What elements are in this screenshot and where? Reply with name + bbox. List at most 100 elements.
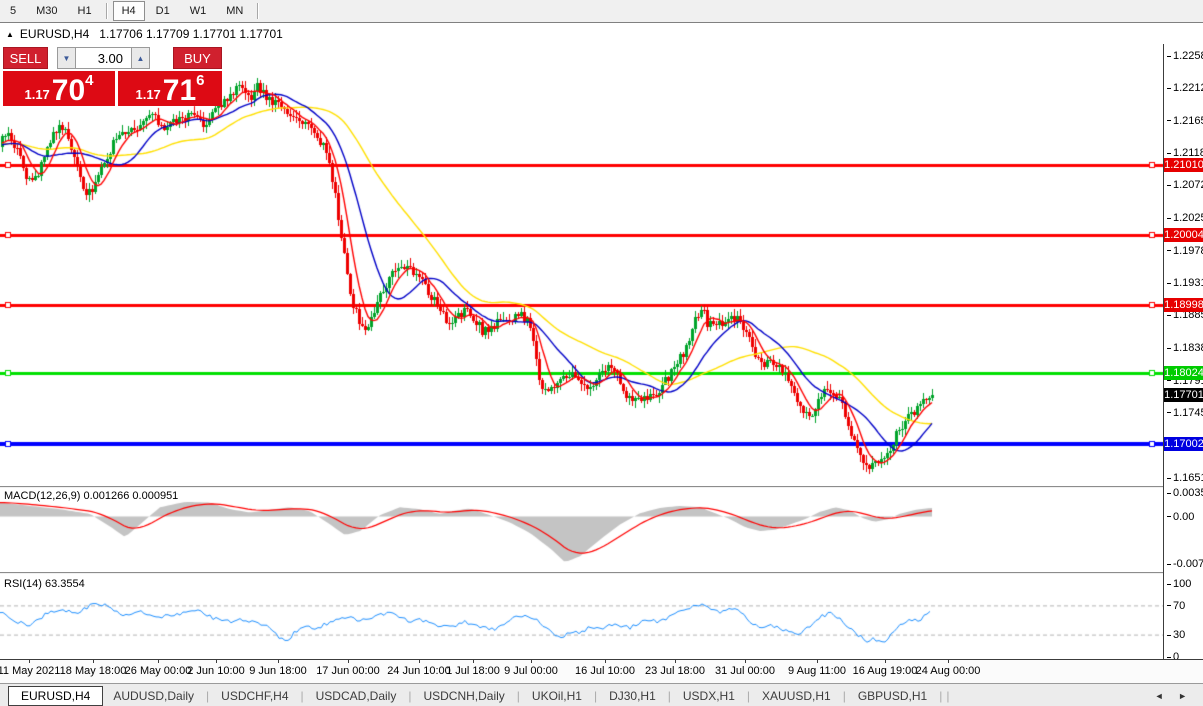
price-line-label: 1.18024 (1164, 365, 1203, 380)
time-tick-mark (29, 660, 30, 663)
rsi-label: RSI(14) 63.3554 (4, 578, 85, 590)
price-tick-label: 1.22580 (1167, 50, 1203, 62)
sell-price-pip: 4 (85, 72, 94, 89)
price-tick-label: 1.18380 (1167, 342, 1203, 354)
price-tick-label: 1.22120 (1167, 82, 1203, 94)
price-line-label: 1.17701 (1164, 388, 1203, 403)
sell-price-big: 70 (51, 74, 86, 107)
tab-divider: | (408, 688, 412, 703)
macd-tick-label: -0.00718 (1167, 558, 1203, 570)
price-chart-canvas[interactable] (0, 44, 1163, 486)
rsi-tick-label: 100 (1167, 578, 1191, 590)
rsi-indicator-canvas[interactable] (0, 574, 1163, 659)
pane-separator[interactable] (0, 486, 1203, 488)
price-axis: 1.22580 1.22120 1.21650 1.21180 1.20720 1.202… (1163, 44, 1203, 659)
time-axis-label: 9 Aug 11:00 (788, 665, 846, 677)
chart-tab-usdcad[interactable]: USDCAD,Daily (315, 688, 397, 703)
toolbar-separator (257, 3, 260, 19)
price-tick-label: 1.16510 (1167, 472, 1203, 484)
sell-button[interactable]: SELL (3, 47, 48, 69)
timeframe-toolbar: 5 M30 H1 H4 D1 W1 MN (0, 0, 1203, 22)
buy-price-prefix: 1.17 (135, 87, 161, 102)
time-axis-label: 11 May 2021 (0, 665, 61, 677)
tab-scroll-arrows[interactable]: ◄ ► (1154, 690, 1193, 701)
tab-divider: | (593, 688, 598, 703)
macd-indicator-canvas[interactable] (0, 488, 1163, 572)
time-tick-mark (93, 660, 94, 663)
buy-price-pip: 6 (196, 72, 205, 89)
time-tick-mark (948, 660, 949, 663)
sell-price-prefix: 1.17 (24, 87, 50, 102)
collapse-triangle-icon[interactable]: ▲ (6, 29, 14, 39)
tab-divider: | (746, 688, 751, 703)
macd-label: MACD(12,26,9) 0.001266 0.000951 (4, 490, 178, 502)
volume-input[interactable] (76, 47, 131, 69)
rsi-value: 63.3554 (44, 578, 85, 590)
chart-tab-eurusd[interactable]: EURUSD,H4 (8, 685, 104, 706)
chart-window: ▲ EURUSD,H4 1.17706 1.17709 1.17701 1.17… (0, 22, 1203, 706)
macd-values: 0.001266 0.000951 (83, 490, 179, 502)
price-tick-label: 1.20250 (1167, 212, 1203, 224)
chart-tab-audusd[interactable]: AUDUSD,Daily (113, 688, 195, 703)
chart-tab-ukoil[interactable]: UKOil,H1 (531, 688, 582, 703)
price-tick-label: 1.21650 (1167, 115, 1203, 127)
tab-divider: | (667, 688, 671, 703)
volume-decrease-button[interactable]: ▼ (57, 47, 76, 69)
price-line-label: 1.21010 (1164, 158, 1203, 173)
time-tick-mark (675, 660, 676, 663)
volume-increase-button[interactable]: ▲ (131, 47, 150, 69)
chart-tab-usdx[interactable]: USDX,H1 (682, 688, 735, 703)
spinner-up-icon: ▲ (136, 53, 145, 63)
time-axis-label: 24 Aug 00:00 (915, 665, 981, 677)
macd-name: MACD(12,26,9) (4, 490, 81, 502)
pane-separator[interactable] (0, 572, 1203, 574)
timeframe-button-d1[interactable]: D1 (155, 5, 170, 17)
time-tick-mark (158, 660, 159, 663)
price-tick-label: 1.19780 (1167, 245, 1203, 257)
time-axis-label: 2 Jun 10:00 (187, 665, 245, 677)
chart-tab-xauusd[interactable]: XAUUSD,H1 (762, 688, 831, 703)
sell-price-display[interactable]: 1.17 70 4 (3, 71, 115, 106)
rsi-name: RSI(14) (4, 578, 42, 590)
macd-tick-label: 0.00 (1167, 511, 1194, 523)
timeframe-button-h1[interactable]: H1 (77, 5, 92, 17)
timeframe-button-mn[interactable]: MN (226, 5, 244, 17)
price-tick-label: 1.17450 (1167, 407, 1203, 419)
macd-tick-label: 0.003547 (1167, 487, 1203, 499)
chart-tab-usdchf[interactable]: USDCHF,H4 (221, 688, 289, 703)
tab-divider: | (939, 688, 943, 703)
tab-divider: | (206, 688, 210, 703)
time-axis-label: 16 Jul 10:00 (575, 665, 635, 677)
timeframe-button-5[interactable]: 5 (10, 5, 17, 17)
time-tick-mark (745, 660, 746, 663)
time-axis-label: 23 Jul 18:00 (645, 665, 705, 677)
time-tick-mark (817, 660, 818, 663)
chart-tab-gbpusd[interactable]: GBPUSD,H1 (857, 688, 928, 703)
time-axis-label: 17 Jun 00:00 (316, 665, 380, 677)
tab-divider: | (946, 688, 950, 703)
toolbar-separator (105, 3, 108, 19)
price-tick-label: 1.21180 (1167, 147, 1203, 159)
chart-tab-usdcnh[interactable]: USDCNH,Daily (423, 688, 505, 703)
time-axis-label: 31 Jul 00:00 (715, 665, 775, 677)
tab-divider: | (300, 688, 304, 703)
time-axis-label: 9 Jul 00:00 (504, 665, 558, 677)
time-axis-label: 9 Jun 18:00 (249, 665, 307, 677)
timeframe-button-h4[interactable]: H4 (112, 1, 145, 21)
time-tick-mark (885, 660, 886, 663)
time-tick-mark (473, 660, 474, 663)
tab-divider: | (842, 688, 846, 703)
time-axis-label: 26 May 00:00 (124, 665, 192, 677)
time-axis-label: 1 Jul 18:00 (446, 665, 500, 677)
buy-button[interactable]: BUY (173, 47, 222, 69)
chart-tab-bar: EURUSD,H4 AUDUSD,Daily | USDCHF,H4 | USDCAD,D… (0, 683, 1203, 706)
rsi-tick-label: 0 (1167, 651, 1179, 659)
timeframe-button-w1[interactable]: W1 (189, 5, 207, 17)
tab-divider: | (516, 688, 520, 703)
price-line-label: 1.20004 (1164, 228, 1203, 243)
buy-price-display[interactable]: 1.17 71 6 (118, 71, 222, 106)
time-axis-label: 18 May 18:00 (59, 665, 127, 677)
chart-tab-dj30[interactable]: DJ30,H1 (609, 688, 656, 703)
timeframe-button-m30[interactable]: M30 (36, 5, 58, 17)
